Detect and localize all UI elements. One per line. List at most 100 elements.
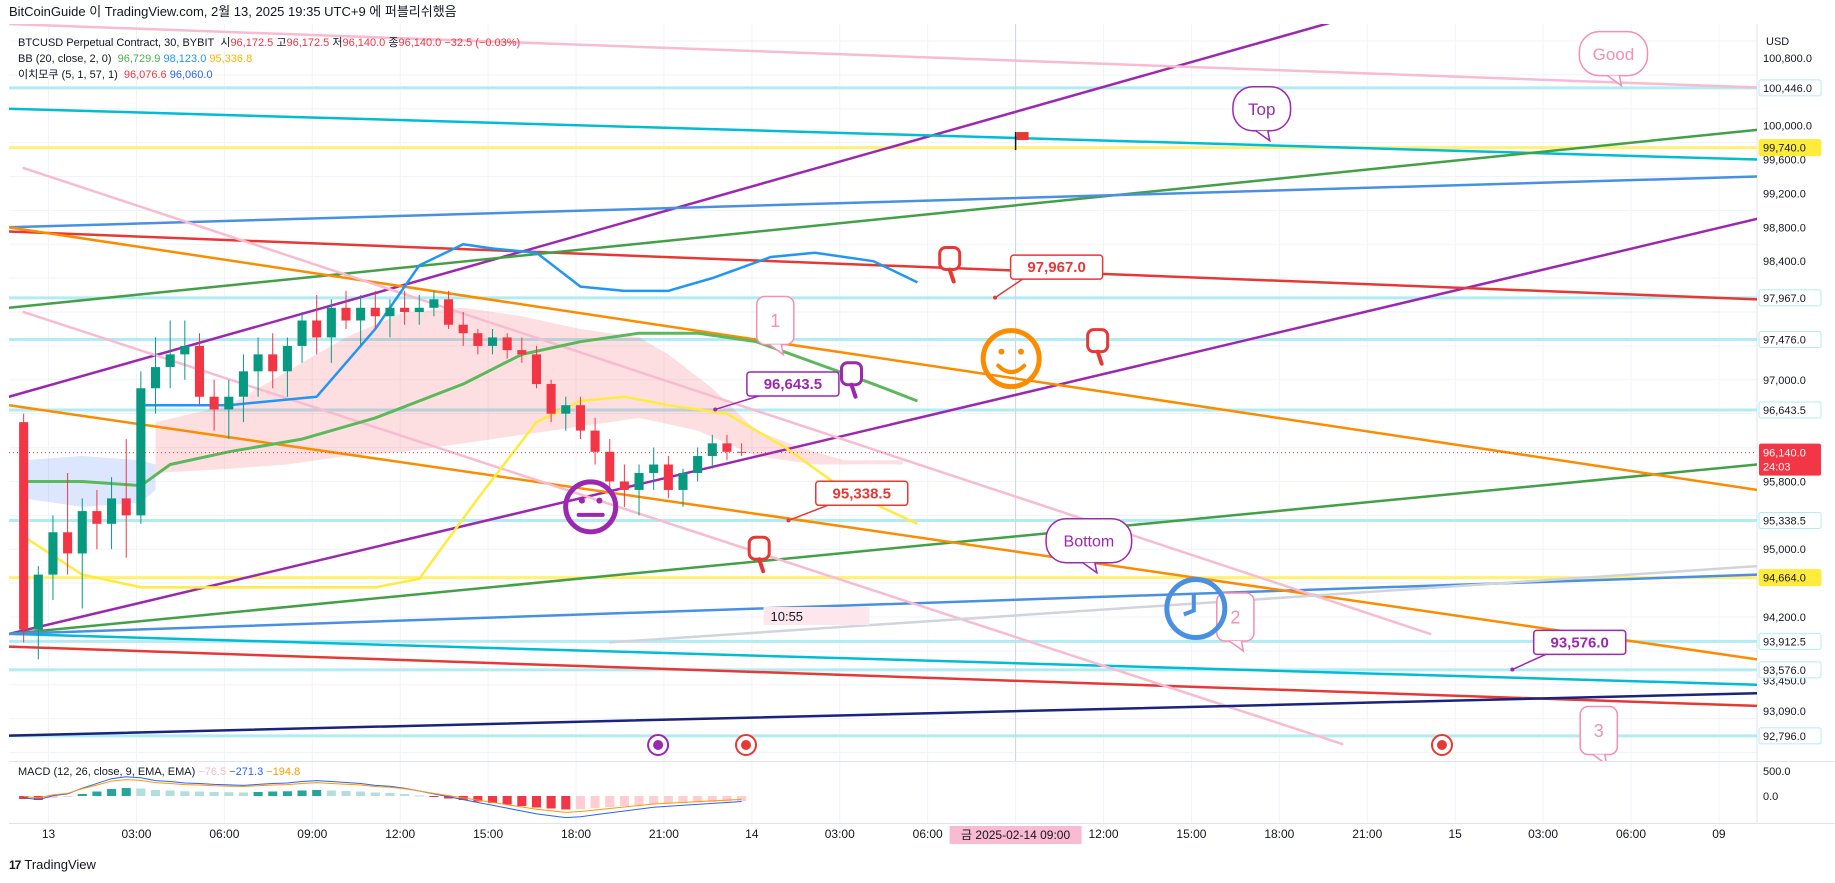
macd-histogram-bar	[517, 796, 527, 806]
candle	[341, 290, 351, 329]
candle	[634, 464, 644, 516]
bb-upper-value: 98,123.0	[163, 53, 207, 65]
speech-bubble[interactable]: 3	[1579, 705, 1619, 765]
pointing-hand-icon-finger	[947, 267, 956, 284]
candle-body	[77, 511, 87, 554]
highlighted-time[interactable]: 금 2025-02-14 09:00	[949, 826, 1082, 844]
happy-face-icon	[980, 328, 1042, 390]
time-tick-label: 09:00	[297, 827, 327, 841]
candle-body	[722, 443, 732, 452]
macd-histogram-bar	[634, 796, 644, 805]
callout-box	[815, 480, 909, 507]
trendline	[9, 24, 1757, 89]
price-level-label[interactable]: 92,796.0	[1758, 727, 1822, 745]
price-level-label[interactable]: 93,912.5	[1758, 632, 1822, 650]
candle-body	[224, 396, 234, 410]
main-pane: 10:55 96,643.5 97,967.0 95,338.5 93,576.0 Goo…	[9, 24, 1757, 765]
price-callout[interactable]: 97,967.0	[993, 254, 1104, 300]
trendline	[9, 128, 1757, 310]
macd-histogram-bar	[297, 790, 307, 796]
candle-body	[341, 307, 351, 321]
price-callout[interactable]: 95,338.5	[786, 480, 909, 523]
price-level-label-bg	[1758, 727, 1822, 745]
price-tick-label: 94,200.0	[1763, 612, 1806, 624]
price-tick-label: 93,450.0	[1763, 676, 1806, 688]
legend-symbol-row[interactable]: BTCUSD Perpetual Contract, 30, BYBIT 시96…	[18, 35, 520, 51]
macd-histogram-bar	[722, 796, 732, 802]
candle-body	[92, 511, 102, 524]
time-tick-label: 13	[42, 827, 56, 841]
event-us-flag-icon[interactable]	[1430, 734, 1453, 756]
price-callout[interactable]: 93,576.0	[1510, 629, 1627, 672]
ohlc-open-value: 96,172.5	[230, 37, 274, 49]
pointing-hand-icon-palm	[747, 535, 771, 561]
event-lightning-icon[interactable]	[647, 734, 670, 756]
price-level-label[interactable]: 93,576.0	[1758, 661, 1822, 679]
trendline	[9, 632, 1757, 687]
currency-label[interactable]: USD	[1766, 36, 1790, 48]
neutral-face-icon-eye	[596, 497, 603, 504]
time-tick-label: 14	[745, 827, 759, 841]
legend-ichimoku-row[interactable]: 이치모쿠 (5, 1, 57, 1) 96,076.6 96,060.0	[18, 67, 520, 83]
candle	[722, 434, 732, 461]
ichimoku-cloud-red	[155, 307, 903, 473]
neutral-face-icon	[563, 479, 619, 535]
candle-body	[356, 307, 366, 321]
callout-anchor	[713, 407, 718, 412]
candle	[370, 290, 380, 329]
candle	[487, 328, 498, 355]
price-tick-label: 100,000.0	[1763, 121, 1812, 133]
footer-brand[interactable]: 17 TradingView	[9, 857, 96, 872]
macd-histogram-bar	[429, 796, 439, 797]
candle	[77, 498, 87, 609]
price-level-label[interactable]: 97,476.0	[1758, 330, 1822, 348]
candle-body	[48, 532, 58, 575]
symbol-name: BTCUSD Perpetual Contract, 30, BYBIT	[18, 37, 215, 49]
macd-axis-label: 0.0	[1763, 791, 1778, 803]
candle	[107, 477, 117, 550]
macd-histogram-bar	[107, 789, 117, 796]
time-marker-bg	[763, 606, 870, 625]
macd-pane	[19, 776, 747, 819]
macd-histogram-bar	[400, 794, 410, 796]
ohlc-change: −32.5 (−0.03%)	[444, 37, 521, 49]
candle	[297, 312, 307, 363]
ohlc-high-label: 고	[276, 37, 287, 49]
macd-legend[interactable]: MACD (12, 26, close, 9, EMA, EMA) −76.5 …	[18, 766, 300, 778]
candle	[165, 320, 175, 389]
grid-lines	[9, 24, 1757, 823]
macd-histogram-bar	[150, 790, 161, 796]
macd-line	[23, 776, 742, 819]
event-us-flag-icon[interactable]	[735, 734, 758, 756]
price-level-label[interactable]: 96,643.5	[1758, 401, 1822, 419]
candle-body	[121, 498, 131, 516]
macd-histogram-bar	[575, 796, 585, 809]
price-level-label[interactable]: 97,967.0	[1758, 289, 1822, 307]
price-callout[interactable]: 96,643.5	[713, 371, 840, 412]
candle	[429, 290, 439, 317]
candle	[312, 295, 322, 355]
candle-body	[165, 354, 175, 368]
current-price-tag[interactable]: 96,140.0 24:03	[1759, 443, 1821, 476]
time-tick-label: 15	[1448, 827, 1462, 841]
price-level-label[interactable]: 95,338.5	[1758, 512, 1822, 530]
candle-body	[107, 498, 117, 524]
legend-bb-row[interactable]: BB (20, close, 2, 0) 96,729.9 98,123.0 9…	[18, 51, 520, 67]
speech-bubble[interactable]: Bottom	[1045, 517, 1133, 575]
speech-bubble[interactable]: Good	[1578, 30, 1649, 88]
price-level-label[interactable]: 100,446.0	[1758, 79, 1822, 97]
macd-signal-line	[23, 779, 742, 813]
candle-body	[546, 384, 556, 414]
candle-body	[400, 307, 410, 313]
bubble-tail	[1228, 640, 1245, 653]
pointing-hand-icon-finger	[757, 557, 766, 574]
price-level-label-text: 97,967.0	[1763, 293, 1806, 305]
candle-body	[326, 307, 336, 338]
price-level-label[interactable]: 99,740.0	[1758, 139, 1822, 157]
ohlc-low-label: 저	[332, 37, 343, 49]
speech-bubble[interactable]: Top	[1232, 85, 1292, 143]
speech-bubble[interactable]: 1	[755, 295, 795, 357]
price-level-label[interactable]: 94,664.0	[1758, 569, 1822, 587]
current-price-countdown: 24:03	[1763, 462, 1791, 474]
